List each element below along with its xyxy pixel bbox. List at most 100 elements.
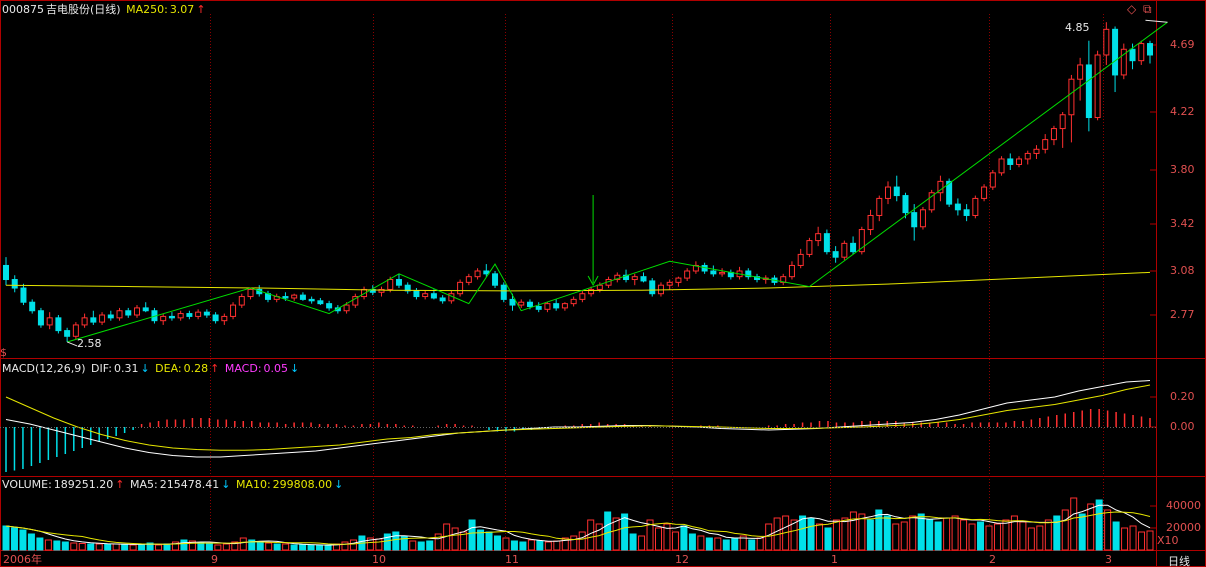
candle-body [203, 311, 210, 316]
x-tick-label: 2006年 [3, 553, 42, 566]
dea-up-arrow-icon: ↑ [210, 362, 220, 375]
candle-body [596, 284, 603, 290]
price-panel-header: 000875 吉电股份(日线) MA250: 3.07 ↑ [2, 3, 208, 17]
volume-ytick: 20000 [1166, 521, 1201, 534]
volume-label: VOLUME: [2, 478, 52, 491]
volume-bar [316, 545, 324, 551]
candle-body [343, 304, 350, 312]
candle-body [972, 197, 979, 216]
volume-bar [1078, 513, 1086, 551]
candle-body [675, 277, 682, 283]
restore-window-icon[interactable]: ⧉ [1143, 2, 1152, 16]
volume-bar [951, 515, 959, 551]
candle-body [116, 310, 123, 319]
candle-body [684, 270, 691, 279]
candle-body [553, 303, 560, 309]
candle-body [535, 305, 542, 310]
candle-body [832, 251, 839, 258]
candle-body [37, 310, 44, 326]
ma250-up-arrow-icon: ↑ [196, 3, 206, 16]
volume-bar [349, 539, 357, 551]
candle-body [579, 293, 586, 300]
volume-bar [824, 527, 832, 551]
dea-value: 0.28 [183, 362, 209, 375]
volume-bar [807, 517, 815, 551]
candle-body [474, 270, 481, 278]
macd-hist-value: 0.05 [263, 362, 289, 375]
volume-bar [595, 523, 603, 551]
dif-value: 0.31 [113, 362, 139, 375]
volume-bar [70, 542, 78, 551]
candle-body [526, 301, 533, 307]
candle-body [797, 253, 804, 266]
candle-body [422, 293, 429, 298]
volume-bar [36, 537, 44, 551]
volume-bar [1027, 527, 1035, 551]
volume-bar [392, 531, 400, 551]
volume-bar [324, 544, 332, 551]
candle-body [230, 304, 237, 317]
low-pointer-line [66, 341, 78, 347]
candle-body [492, 273, 499, 286]
volume-bar [375, 538, 383, 551]
volume-bar [943, 517, 951, 551]
dea-line [5, 384, 1151, 451]
volume-bar [527, 539, 535, 551]
candle-body [299, 294, 306, 300]
candle-body [928, 192, 935, 211]
volume-bar [112, 543, 120, 551]
candle-body [631, 276, 638, 281]
candle-body [815, 233, 822, 242]
volume-bar [612, 517, 620, 551]
candle-body [439, 297, 446, 302]
volume-bar [731, 537, 739, 551]
volume-bar [816, 523, 824, 551]
candle-body [876, 197, 883, 216]
volume-bar [985, 525, 993, 551]
candle-body [212, 314, 219, 322]
volume-bar [163, 543, 171, 551]
x-tick-label: 2 [989, 553, 996, 566]
volume-bar [1087, 503, 1095, 551]
volume-bar [205, 543, 213, 551]
volume-bar [510, 540, 518, 551]
candle-body [457, 281, 464, 295]
dif-label: DIF: [91, 362, 112, 375]
x-tick-label: 3 [1105, 553, 1112, 566]
candle-body [11, 279, 18, 289]
volume-bar [1112, 521, 1120, 551]
candle-body [1147, 43, 1153, 56]
volume-bar [468, 519, 476, 551]
candle-body [1129, 48, 1136, 62]
volume-bar [799, 515, 807, 551]
macd-label: MACD(12,26,9) [2, 362, 86, 375]
candle-body [640, 276, 647, 282]
candle-body [90, 317, 97, 323]
candle-body [954, 203, 961, 211]
zigzag-line [66, 21, 1168, 343]
volume-bar [307, 544, 315, 551]
dif-down-arrow-icon: ↓ [140, 362, 150, 375]
period-button[interactable]: 日线 [1168, 555, 1190, 567]
high-pointer-line [1145, 19, 1168, 23]
volume-bar [1146, 530, 1154, 551]
volume-bar [1121, 527, 1129, 551]
volume-ma10-line [5, 511, 1151, 545]
candle-body [902, 195, 909, 214]
vol-ma5-value: 215478.41 [159, 478, 220, 491]
volume-bar [222, 543, 230, 551]
candle-body [666, 281, 673, 286]
candle-body [352, 296, 359, 306]
candle-body [946, 180, 953, 205]
diamond-icon[interactable]: ◇ [1127, 2, 1137, 16]
volume-bar [671, 531, 679, 551]
candle-body [107, 314, 114, 319]
candle-body [806, 240, 813, 255]
volume-bar [756, 537, 764, 551]
candle-body [430, 293, 437, 299]
candle-body [133, 307, 140, 316]
dif-line [5, 380, 1151, 458]
candle-body [20, 287, 27, 303]
candle-body [998, 158, 1005, 174]
